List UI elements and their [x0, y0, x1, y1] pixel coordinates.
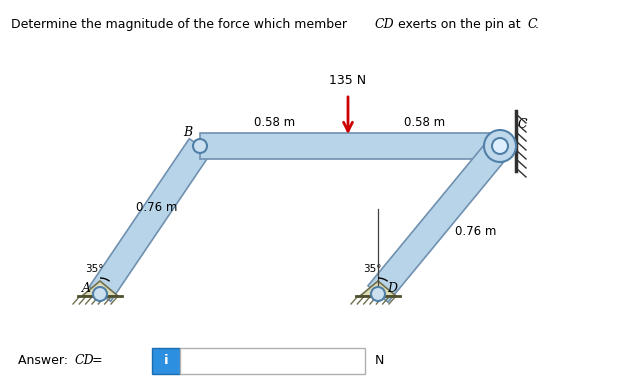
Text: A: A — [81, 282, 90, 294]
Polygon shape — [200, 133, 500, 159]
Text: =: = — [88, 354, 107, 368]
Text: B: B — [184, 126, 192, 138]
Text: .: . — [535, 18, 539, 30]
Text: Answer:: Answer: — [18, 354, 72, 368]
Text: 0.76 m: 0.76 m — [136, 201, 177, 214]
Polygon shape — [89, 139, 211, 301]
Text: 0.58 m: 0.58 m — [404, 116, 445, 129]
Circle shape — [193, 139, 207, 153]
Circle shape — [492, 138, 508, 154]
Text: N: N — [375, 354, 384, 368]
Text: 0.76 m: 0.76 m — [455, 225, 496, 238]
Text: 35°: 35° — [85, 264, 103, 274]
Polygon shape — [82, 281, 118, 296]
Circle shape — [93, 287, 107, 301]
Text: C: C — [517, 117, 527, 130]
Text: 35°: 35° — [363, 264, 382, 274]
Text: 135 N: 135 N — [329, 74, 367, 87]
Polygon shape — [360, 281, 396, 296]
Text: C: C — [528, 18, 537, 30]
Text: 0.58 m: 0.58 m — [254, 116, 295, 129]
Circle shape — [484, 130, 516, 162]
Text: D: D — [387, 282, 397, 294]
FancyBboxPatch shape — [180, 348, 365, 374]
Polygon shape — [368, 138, 510, 302]
Text: exerts on the pin at: exerts on the pin at — [394, 18, 525, 30]
Text: CD: CD — [374, 18, 394, 30]
Circle shape — [371, 287, 385, 301]
Text: i: i — [163, 354, 168, 368]
Text: CD: CD — [75, 354, 95, 368]
FancyBboxPatch shape — [152, 348, 180, 374]
Text: Determine the magnitude of the force which member: Determine the magnitude of the force whi… — [11, 18, 351, 30]
